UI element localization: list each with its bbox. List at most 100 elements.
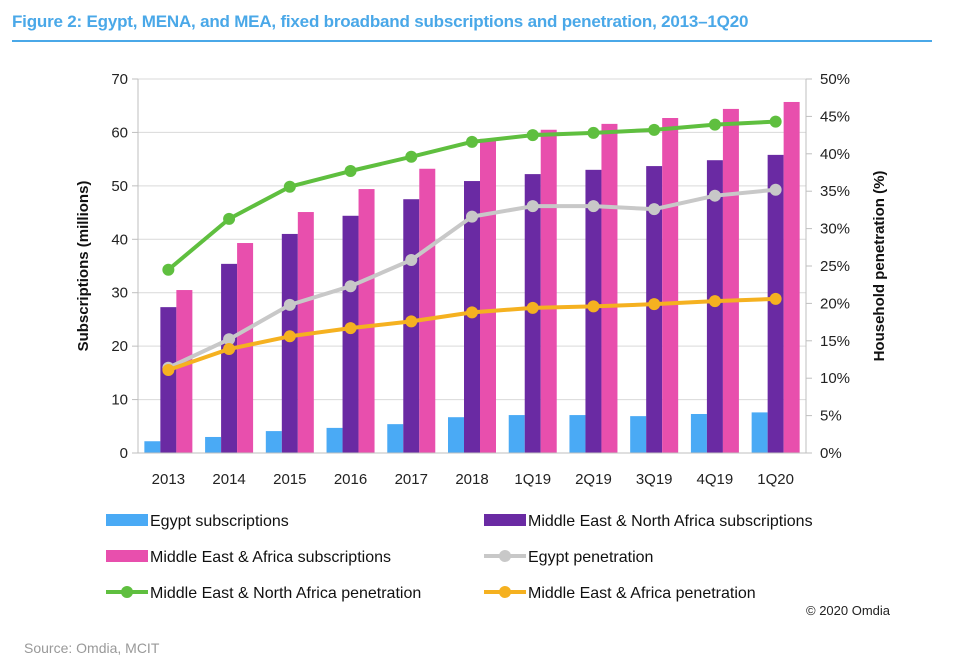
point-middle-east-africa-penetration: [405, 315, 418, 328]
y2-tick-label: 0%: [820, 445, 842, 462]
legend-item-middle-east-north-africa-subscriptions: Middle East & North Africa subscriptions: [484, 513, 813, 530]
y-tick-label: 20: [111, 338, 128, 355]
y-tick-label: 60: [111, 124, 128, 141]
x-tick-label: 2014: [212, 471, 245, 488]
bar-middle-east-africa-subscriptions: [419, 168, 436, 453]
bar-middle-east-africa-subscriptions: [358, 189, 375, 453]
bar-egypt-subscriptions: [387, 424, 404, 453]
bar-middle-east-africa-subscriptions: [176, 290, 193, 453]
point-middle-east-north-africa-penetration: [162, 263, 175, 276]
legend-marker: [499, 586, 511, 598]
point-middle-east-africa-penetration: [769, 292, 782, 305]
legend-label: Egypt penetration: [528, 549, 653, 566]
legend-swatch: [106, 550, 148, 562]
bar-middle-east-north-africa-subscriptions: [160, 307, 177, 453]
x-tick-label: 4Q19: [697, 471, 734, 488]
point-egypt-penetration: [405, 254, 418, 267]
source-note: Source: Omdia, MCIT: [24, 640, 160, 656]
bar-egypt-subscriptions: [508, 415, 525, 453]
x-tick-label: 2017: [395, 471, 428, 488]
x-tick-label: 1Q20: [757, 471, 794, 488]
figure-title: Figure 2: Egypt, MENA, and MEA, fixed br…: [12, 12, 749, 31]
point-middle-east-africa-penetration: [708, 295, 721, 308]
point-egypt-penetration: [283, 298, 296, 311]
bar-egypt-subscriptions: [205, 436, 222, 453]
y-tick-label: 10: [111, 392, 128, 409]
point-egypt-penetration: [526, 200, 539, 213]
bar-middle-east-north-africa-subscriptions: [221, 263, 238, 453]
y2-axis-title: Household penetration (%): [871, 171, 888, 362]
bar-middle-east-africa-subscriptions: [540, 129, 557, 453]
legend: Egypt subscriptions Middle East & North A…: [106, 513, 813, 602]
y2-tick-label: 15%: [820, 333, 850, 350]
legend-marker: [121, 586, 133, 598]
point-middle-east-africa-penetration: [526, 301, 539, 314]
y2-tick-label: 25%: [820, 258, 850, 275]
point-middle-east-africa-penetration: [223, 343, 236, 356]
legend-item-egypt-penetration: Egypt penetration: [484, 549, 653, 566]
point-middle-east-north-africa-penetration: [587, 126, 600, 139]
bar-middle-east-africa-subscriptions: [480, 138, 496, 453]
point-middle-east-north-africa-penetration: [405, 150, 418, 163]
bar-middle-east-africa-subscriptions: [783, 101, 800, 453]
bar-middle-east-africa-subscriptions: [722, 108, 739, 454]
title-underline: [12, 40, 932, 42]
point-middle-east-north-africa-penetration: [769, 115, 782, 128]
y2-tick-label: 5%: [820, 408, 842, 425]
x-tick-label: 2Q19: [575, 471, 612, 488]
bar-egypt-subscriptions: [690, 413, 707, 453]
x-tick-label: 3Q19: [636, 471, 673, 488]
axes: 0 10 20 30 40 50 60 70 0% 5% 10% 15% 20% 25% 30% 35% 40%…: [111, 71, 850, 488]
point-egypt-penetration: [587, 200, 600, 213]
point-egypt-penetration: [344, 280, 357, 293]
legend-swatch: [484, 514, 526, 526]
bar-middle-east-africa-subscriptions: [237, 243, 254, 453]
y-axis-title: Subscriptions (millions): [75, 181, 92, 352]
bar-egypt-subscriptions: [448, 417, 464, 453]
y2-tick-label: 35%: [820, 183, 850, 200]
point-middle-east-north-africa-penetration: [344, 165, 357, 178]
legend-item-middle-east-africa-subscriptions: Middle East & Africa subscriptions: [106, 549, 391, 566]
bar-middle-east-north-africa-subscriptions: [342, 215, 359, 453]
y-tick-label: 40: [111, 231, 128, 248]
bar-egypt-subscriptions: [751, 412, 768, 453]
x-tick-label: 2013: [152, 471, 185, 488]
y-tick-label: 30: [111, 285, 128, 302]
point-egypt-penetration: [223, 333, 236, 346]
y-tick-label: 0: [120, 445, 128, 462]
bar-middle-east-africa-subscriptions: [662, 118, 679, 453]
point-middle-east-north-africa-penetration: [708, 118, 721, 131]
legend-label: Middle East & North Africa penetration: [150, 585, 421, 602]
point-middle-east-north-africa-penetration: [466, 135, 478, 148]
point-middle-east-africa-penetration: [344, 322, 357, 335]
point-middle-east-africa-penetration: [466, 306, 478, 319]
point-middle-east-africa-penetration: [648, 298, 661, 311]
x-tick-label: 2015: [273, 471, 306, 488]
bar-egypt-subscriptions: [144, 441, 161, 453]
y2-tick-label: 45%: [820, 108, 850, 125]
line-series: [162, 115, 782, 376]
y2-tick-label: 40%: [820, 146, 850, 163]
legend-item-middle-east-africa-penetration: Middle East & Africa penetration: [484, 585, 756, 602]
x-tick-label: 2016: [334, 471, 367, 488]
bar-egypt-subscriptions: [569, 415, 586, 453]
point-middle-east-africa-penetration: [162, 363, 175, 376]
legend-label: Middle East & Africa subscriptions: [150, 549, 391, 566]
legend-label: Middle East & North Africa subscriptions: [528, 513, 813, 530]
point-middle-east-africa-penetration: [587, 300, 600, 313]
legend-item-middle-east-north-africa-penetration: Middle East & North Africa penetration: [106, 585, 421, 602]
y2-tick-label: 50%: [820, 71, 850, 88]
bar-series: [144, 101, 800, 454]
bar-egypt-subscriptions: [265, 431, 282, 453]
legend-marker: [499, 550, 511, 562]
y2-tick-label: 20%: [820, 295, 850, 312]
x-tick-label: 2018: [455, 471, 488, 488]
bar-middle-east-north-africa-subscriptions: [281, 233, 298, 453]
point-middle-east-north-africa-penetration: [526, 129, 539, 142]
point-egypt-penetration: [708, 189, 721, 202]
point-egypt-penetration: [769, 183, 782, 196]
y2-tick-label: 10%: [820, 370, 850, 387]
bar-middle-east-africa-subscriptions: [601, 123, 618, 453]
point-egypt-penetration: [466, 210, 478, 223]
